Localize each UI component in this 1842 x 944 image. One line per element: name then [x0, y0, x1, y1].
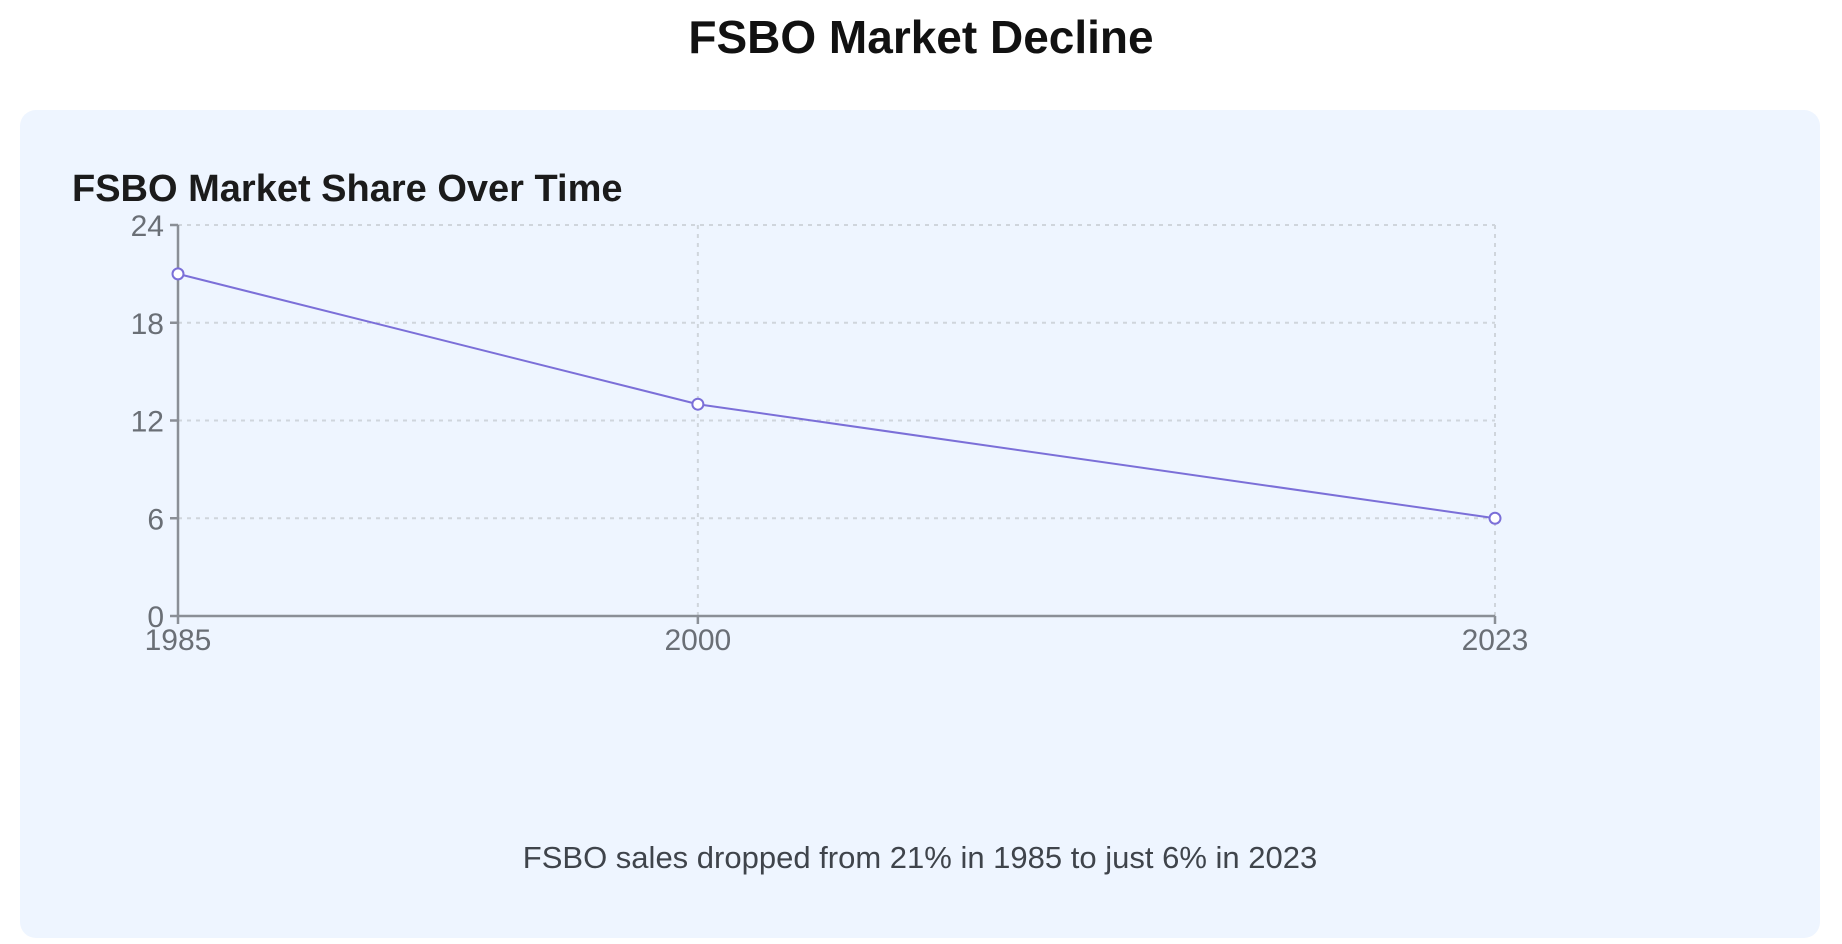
tick-labels: 0 6 12 18 24 1985 2000 2023	[131, 210, 1529, 657]
data-point-2023[interactable]	[1488, 511, 1502, 525]
x-tick-label: 2000	[664, 624, 731, 657]
data-point-1985[interactable]	[171, 267, 185, 281]
x-tick-label: 2023	[1462, 624, 1529, 657]
data-point-2000[interactable]	[691, 397, 705, 411]
chart-card: FSBO Market Share Over Time 0 6 12 18 24 1985…	[20, 110, 1820, 938]
x-tick-label: 1985	[145, 624, 212, 657]
y-tick-label: 0	[147, 601, 164, 634]
grid	[178, 224, 1496, 616]
series	[171, 267, 1502, 525]
y-tick-label: 24	[131, 210, 164, 243]
y-tick-label: 6	[147, 503, 164, 536]
series-line	[177, 272, 1496, 520]
y-tick-label: 12	[131, 406, 164, 439]
chart-caption: FSBO sales dropped from 21% in 1985 to j…	[522, 840, 1318, 875]
page-title: FSBO Market Decline	[688, 11, 1154, 63]
y-tick-label: 18	[131, 308, 164, 341]
chart-title: FSBO Market Share Over Time	[72, 168, 623, 210]
axes	[170, 223, 1497, 624]
line-chart: 0 6 12 18 24 1985 2000 2023	[131, 210, 1529, 657]
